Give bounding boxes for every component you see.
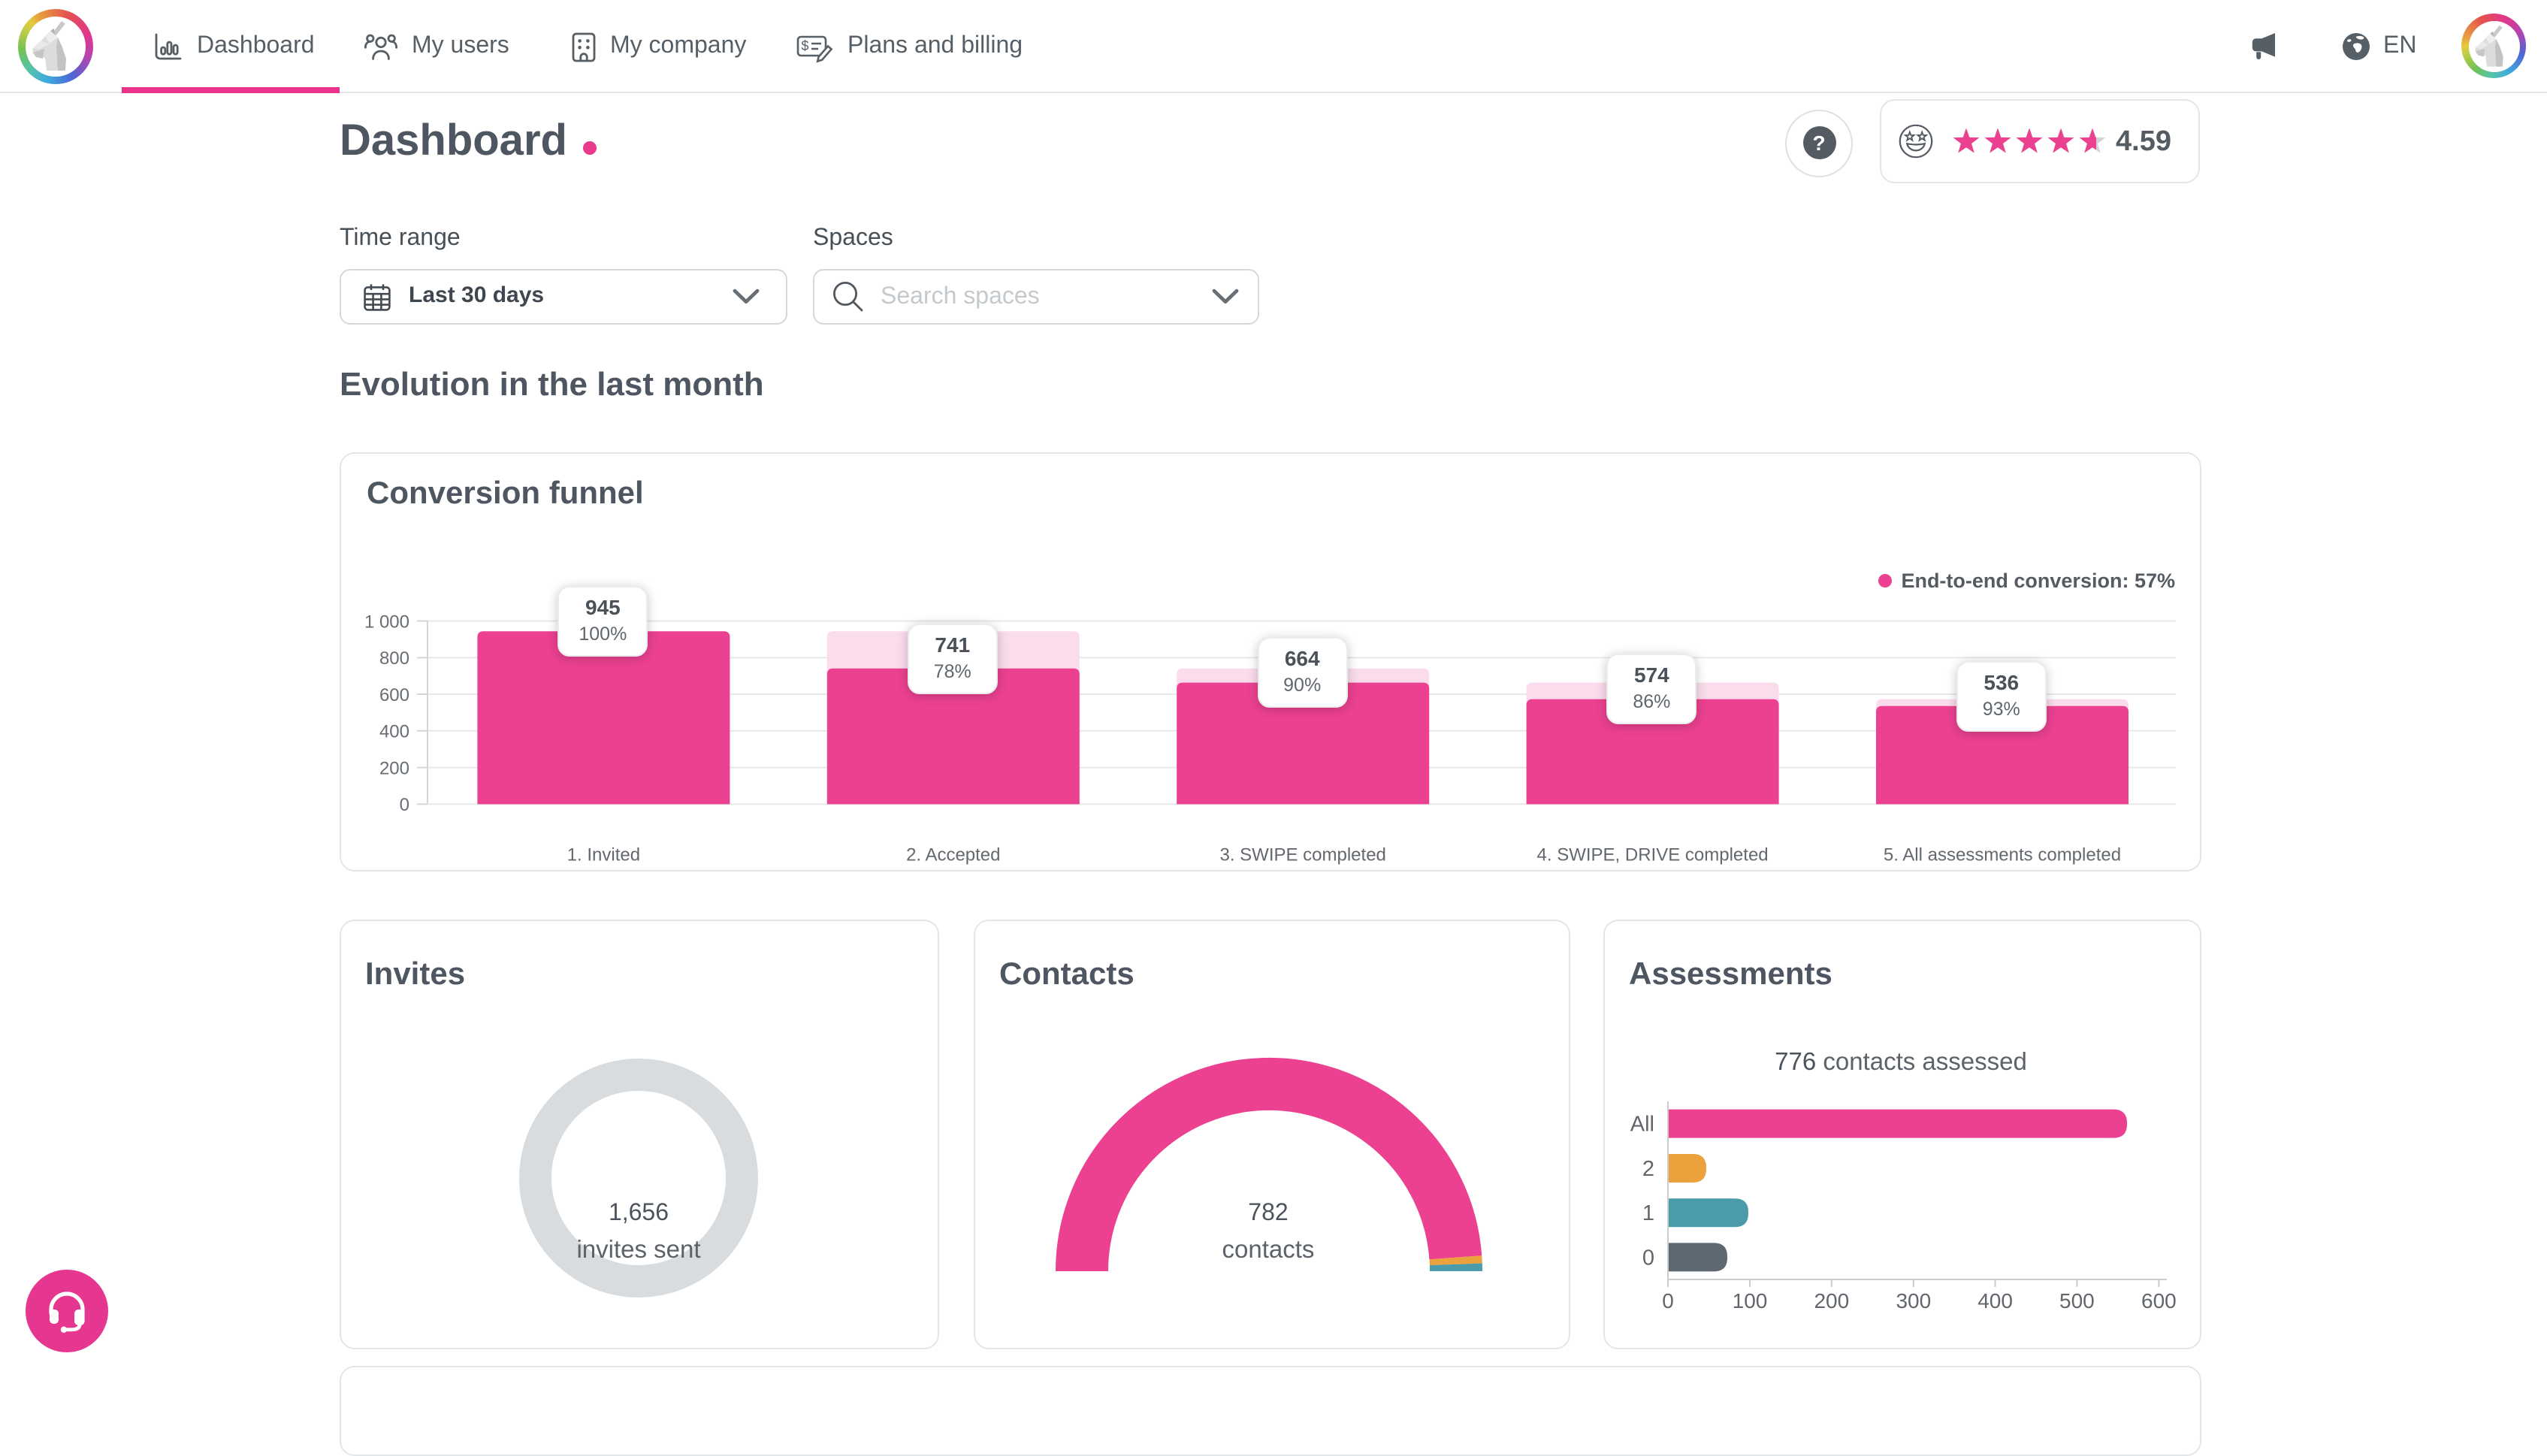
svg-text:1: 1 [1642, 1201, 1654, 1225]
svg-text:All: All [1630, 1113, 1654, 1137]
svg-text:400: 400 [1977, 1289, 2012, 1313]
svg-text:1. Invited: 1. Invited [567, 845, 639, 865]
svg-text:$: $ [801, 38, 808, 53]
svg-text:4. SWIPE, DRIVE completed: 4. SWIPE, DRIVE completed [1536, 845, 1768, 865]
svg-text:100: 100 [1732, 1289, 1767, 1313]
svg-text:0: 0 [1642, 1246, 1654, 1270]
svg-text:0: 0 [399, 795, 409, 815]
svg-text:500: 500 [2059, 1289, 2094, 1313]
svg-text:300: 300 [1895, 1289, 1930, 1313]
svg-text:600: 600 [2141, 1289, 2176, 1313]
svg-text:200: 200 [1813, 1289, 1848, 1313]
svg-text:0: 0 [1661, 1289, 1673, 1313]
svg-text:2. Accepted: 2. Accepted [905, 845, 999, 865]
svg-text:200: 200 [379, 758, 409, 778]
svg-text:2: 2 [1642, 1157, 1654, 1181]
svg-text:800: 800 [379, 648, 409, 669]
svg-text:400: 400 [379, 722, 409, 742]
svg-text:1 000: 1 000 [364, 612, 409, 632]
svg-text:3. SWIPE completed: 3. SWIPE completed [1219, 845, 1385, 865]
svg-text:5. All assessments completed: 5. All assessments completed [1883, 845, 2120, 865]
svg-text:600: 600 [379, 685, 409, 705]
